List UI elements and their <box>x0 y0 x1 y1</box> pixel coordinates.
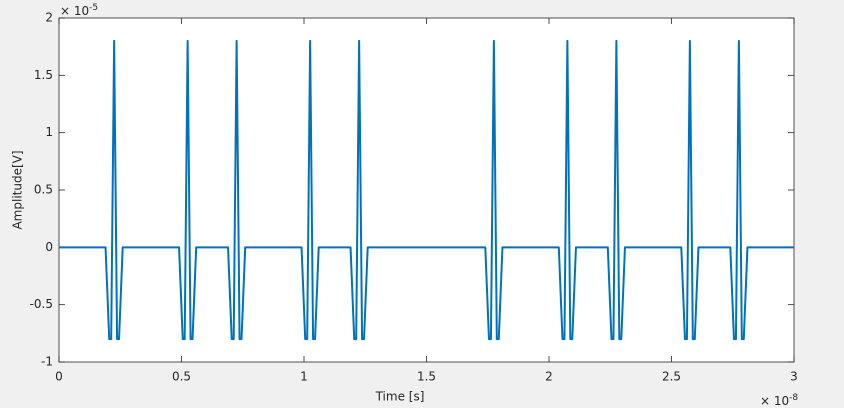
x-tick-label: 0.5 <box>172 370 191 384</box>
y-tick-label: 1.5 <box>34 68 53 82</box>
line-series <box>59 39 794 341</box>
y-tick-label: 0.5 <box>34 183 53 197</box>
x-tick-label: 0 <box>55 370 63 384</box>
y-exponent: × 10-5 <box>60 3 98 18</box>
x-tick-label: 3 <box>790 370 798 384</box>
y-axis-label: Amplitude[V] <box>11 150 25 229</box>
y-tick-label: -1 <box>41 355 53 369</box>
y-tick-label: 1 <box>45 125 53 139</box>
y-tick-label: -0.5 <box>30 297 53 311</box>
y-exponent-power: -5 <box>89 3 98 13</box>
x-exponent-base: × 10 <box>760 394 789 408</box>
x-tick-label: 1.5 <box>417 370 436 384</box>
x-tick-label: 2 <box>545 370 553 384</box>
y-tick-label: 2 <box>45 11 53 25</box>
y-tick-label: 0 <box>45 240 53 254</box>
x-axis-label: Time [s] <box>375 390 425 404</box>
x-exponent: × 10-8 <box>760 393 798 408</box>
x-tick-label: 2.5 <box>662 370 681 384</box>
x-tick-label: 1 <box>300 370 308 384</box>
y-exponent-base: × 10 <box>60 4 89 18</box>
x-exponent-power: -8 <box>789 393 798 403</box>
